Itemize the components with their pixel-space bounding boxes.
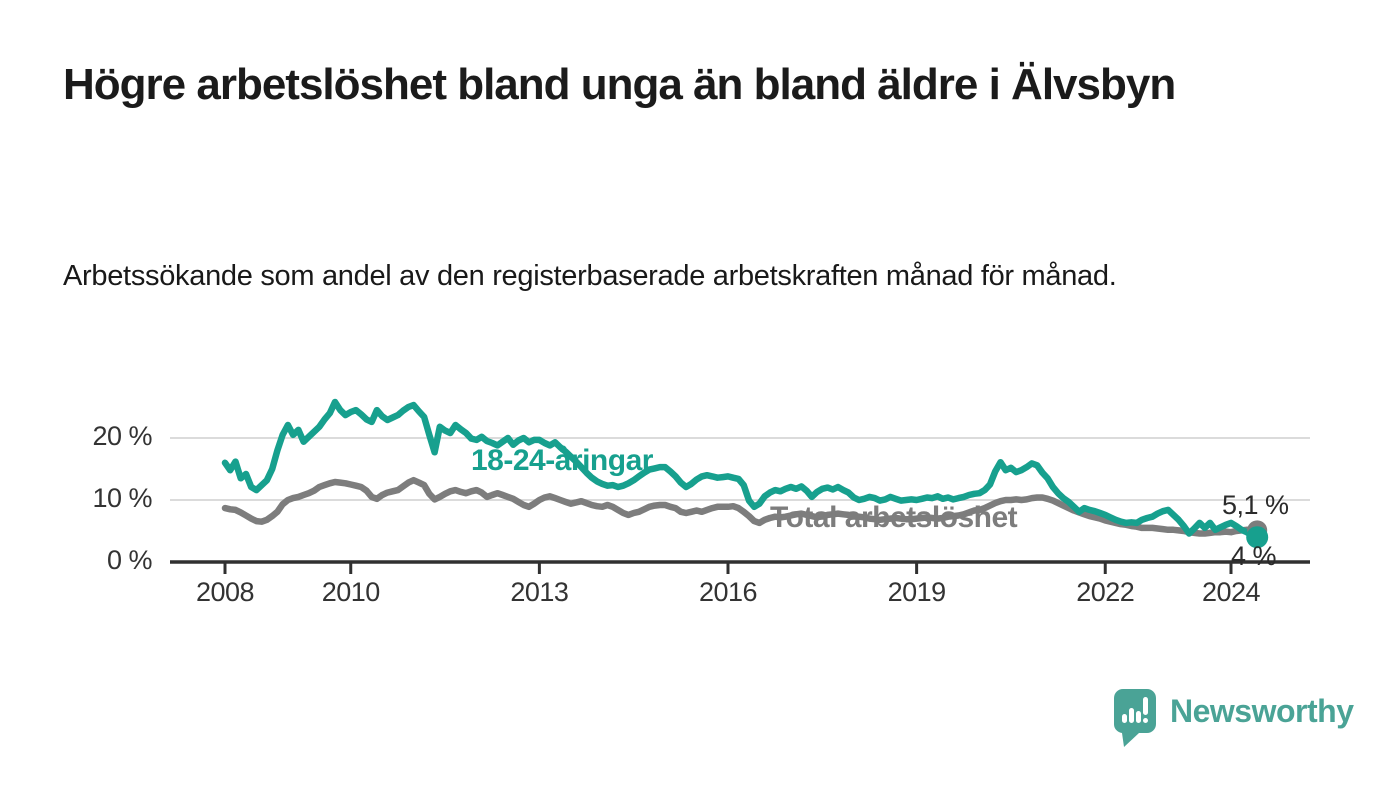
y-axis-tick-label: 10 % (92, 483, 152, 513)
page-title: Högre arbetslöshet bland unga än bland ä… (63, 60, 1176, 109)
x-axis-tick-label: 2013 (510, 577, 569, 607)
x-axis-tick-label: 2019 (887, 577, 947, 607)
x-axis-tick-label: 2016 (698, 577, 758, 607)
x-axis-tick-label: 2008 (195, 577, 255, 607)
series-label-young: 18-24-åringar (471, 444, 653, 477)
chart-subtitle: Arbetssökande som andel av den registerb… (63, 260, 1117, 292)
end-value-label-total: 5,1 % (1222, 490, 1289, 520)
series-label-total: Total arbetslöshet (770, 501, 1018, 534)
y-axis-tick-label: 20 % (92, 421, 152, 451)
newsworthy-logo-text: Newsworthy (1170, 692, 1354, 729)
x-axis-tick-label: 2022 (1076, 577, 1135, 607)
newsworthy-logo-icon (1113, 689, 1156, 747)
end-value-label-young: 4 % (1231, 541, 1277, 571)
x-axis-tick-label: 2024 (1201, 577, 1261, 607)
newsworthy-logo: Newsworthy (1112, 687, 1354, 749)
x-axis-tick-label: 2010 (321, 577, 381, 607)
y-axis-tick-label: 0 % (106, 545, 153, 575)
